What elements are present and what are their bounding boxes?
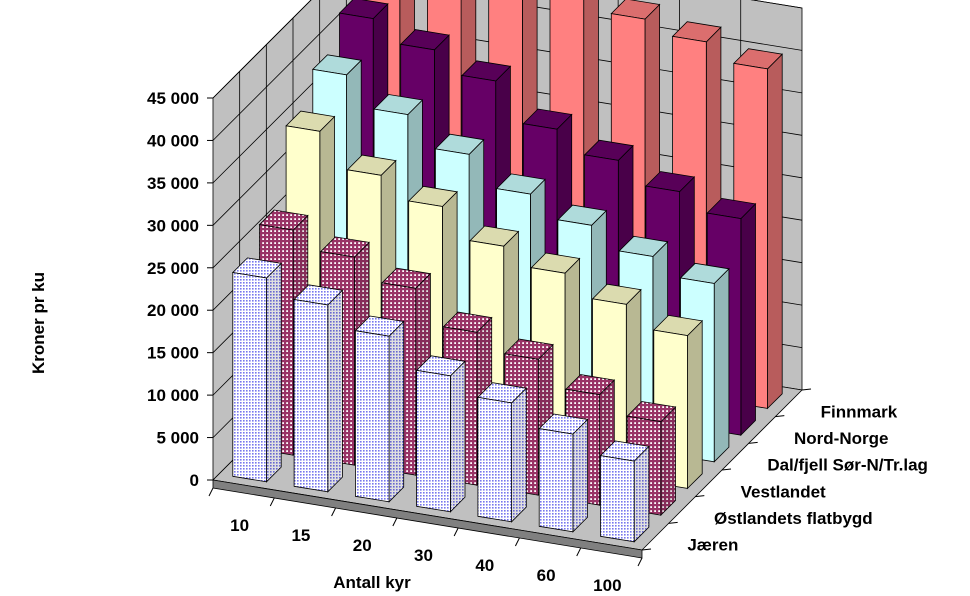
x-tick	[331, 507, 337, 517]
bar-front	[416, 369, 451, 513]
x-tick-label: 60	[537, 566, 556, 585]
depth-tick	[775, 415, 785, 418]
series-label: Vestlandet	[741, 482, 826, 501]
x-tick	[392, 517, 398, 527]
y-tick-label: 25 000	[147, 259, 199, 278]
bar-side-shade	[660, 407, 676, 516]
depth-tick	[641, 548, 652, 551]
x-axis-title: Antall kyr	[333, 573, 411, 592]
y-tick-label: 15 000	[147, 344, 199, 363]
depth-tick	[801, 388, 812, 391]
x-tick-label: 30	[414, 546, 433, 565]
bar-front	[354, 330, 390, 503]
bar	[477, 382, 528, 523]
bar-side	[687, 319, 703, 490]
series-label: Finnmark	[821, 402, 898, 421]
bar-side-shade	[634, 446, 649, 542]
series-label: Nord-Norge	[794, 429, 888, 448]
y-tick-label: 40 000	[147, 131, 199, 150]
series-label: Dal/fjell Sør-N/Tr.lag	[767, 456, 928, 475]
bar-side	[713, 267, 730, 463]
x-tick	[514, 537, 520, 547]
bar-front	[477, 396, 513, 523]
chart-bars	[231, 0, 784, 543]
chart-labels: 0 5 000 10 000 15 000 20 000 25 000 30 000 35 0…	[147, 89, 928, 595]
y-tick-label: 20 000	[147, 301, 199, 320]
bar-side-shade	[511, 388, 527, 522]
chart-axes	[207, 97, 812, 567]
x-tick	[208, 487, 214, 497]
bar	[538, 413, 589, 533]
bar-side	[740, 202, 756, 437]
bar	[599, 440, 650, 543]
bar-side	[767, 53, 783, 410]
depth-tick	[668, 521, 678, 524]
bar-side-shade	[450, 361, 465, 512]
depth-tick	[721, 468, 732, 471]
y-tick-label: 0	[190, 471, 199, 490]
bar-side-shade	[327, 290, 343, 492]
bar-front	[600, 455, 635, 543]
y-tick-label: 10 000	[147, 386, 199, 405]
depth-tick	[695, 495, 705, 498]
bar-side-shade	[572, 419, 588, 532]
bar-side-shade	[389, 321, 404, 502]
bar-front	[293, 299, 329, 493]
y-axis-title: Kroner pr ku	[29, 272, 48, 374]
x-tick-label: 15	[291, 526, 310, 545]
y-tick-label: 30 000	[147, 216, 199, 235]
bar	[354, 315, 405, 503]
x-tick	[576, 547, 582, 557]
bar-front	[538, 428, 574, 533]
series-label: Østlandets flatbygd	[714, 509, 873, 528]
bar	[231, 257, 283, 483]
depth-tick	[748, 441, 758, 444]
bar-front	[232, 272, 267, 483]
x-tick-label: 100	[593, 576, 621, 595]
x-tick	[637, 557, 643, 567]
bar	[293, 284, 344, 493]
x-tick-label: 10	[230, 516, 249, 535]
y-tick-label: 45 000	[147, 89, 199, 108]
x-tick-label: 40	[475, 556, 494, 575]
series-label: Jæren	[687, 536, 738, 555]
bar-side-shade	[266, 263, 282, 482]
y-tick-label: 5 000	[156, 429, 199, 448]
y-tick-label: 35 000	[147, 174, 199, 193]
x-tick	[453, 527, 459, 537]
bar	[415, 355, 466, 513]
x-tick-label: 20	[353, 536, 372, 555]
x-tick	[269, 497, 275, 507]
